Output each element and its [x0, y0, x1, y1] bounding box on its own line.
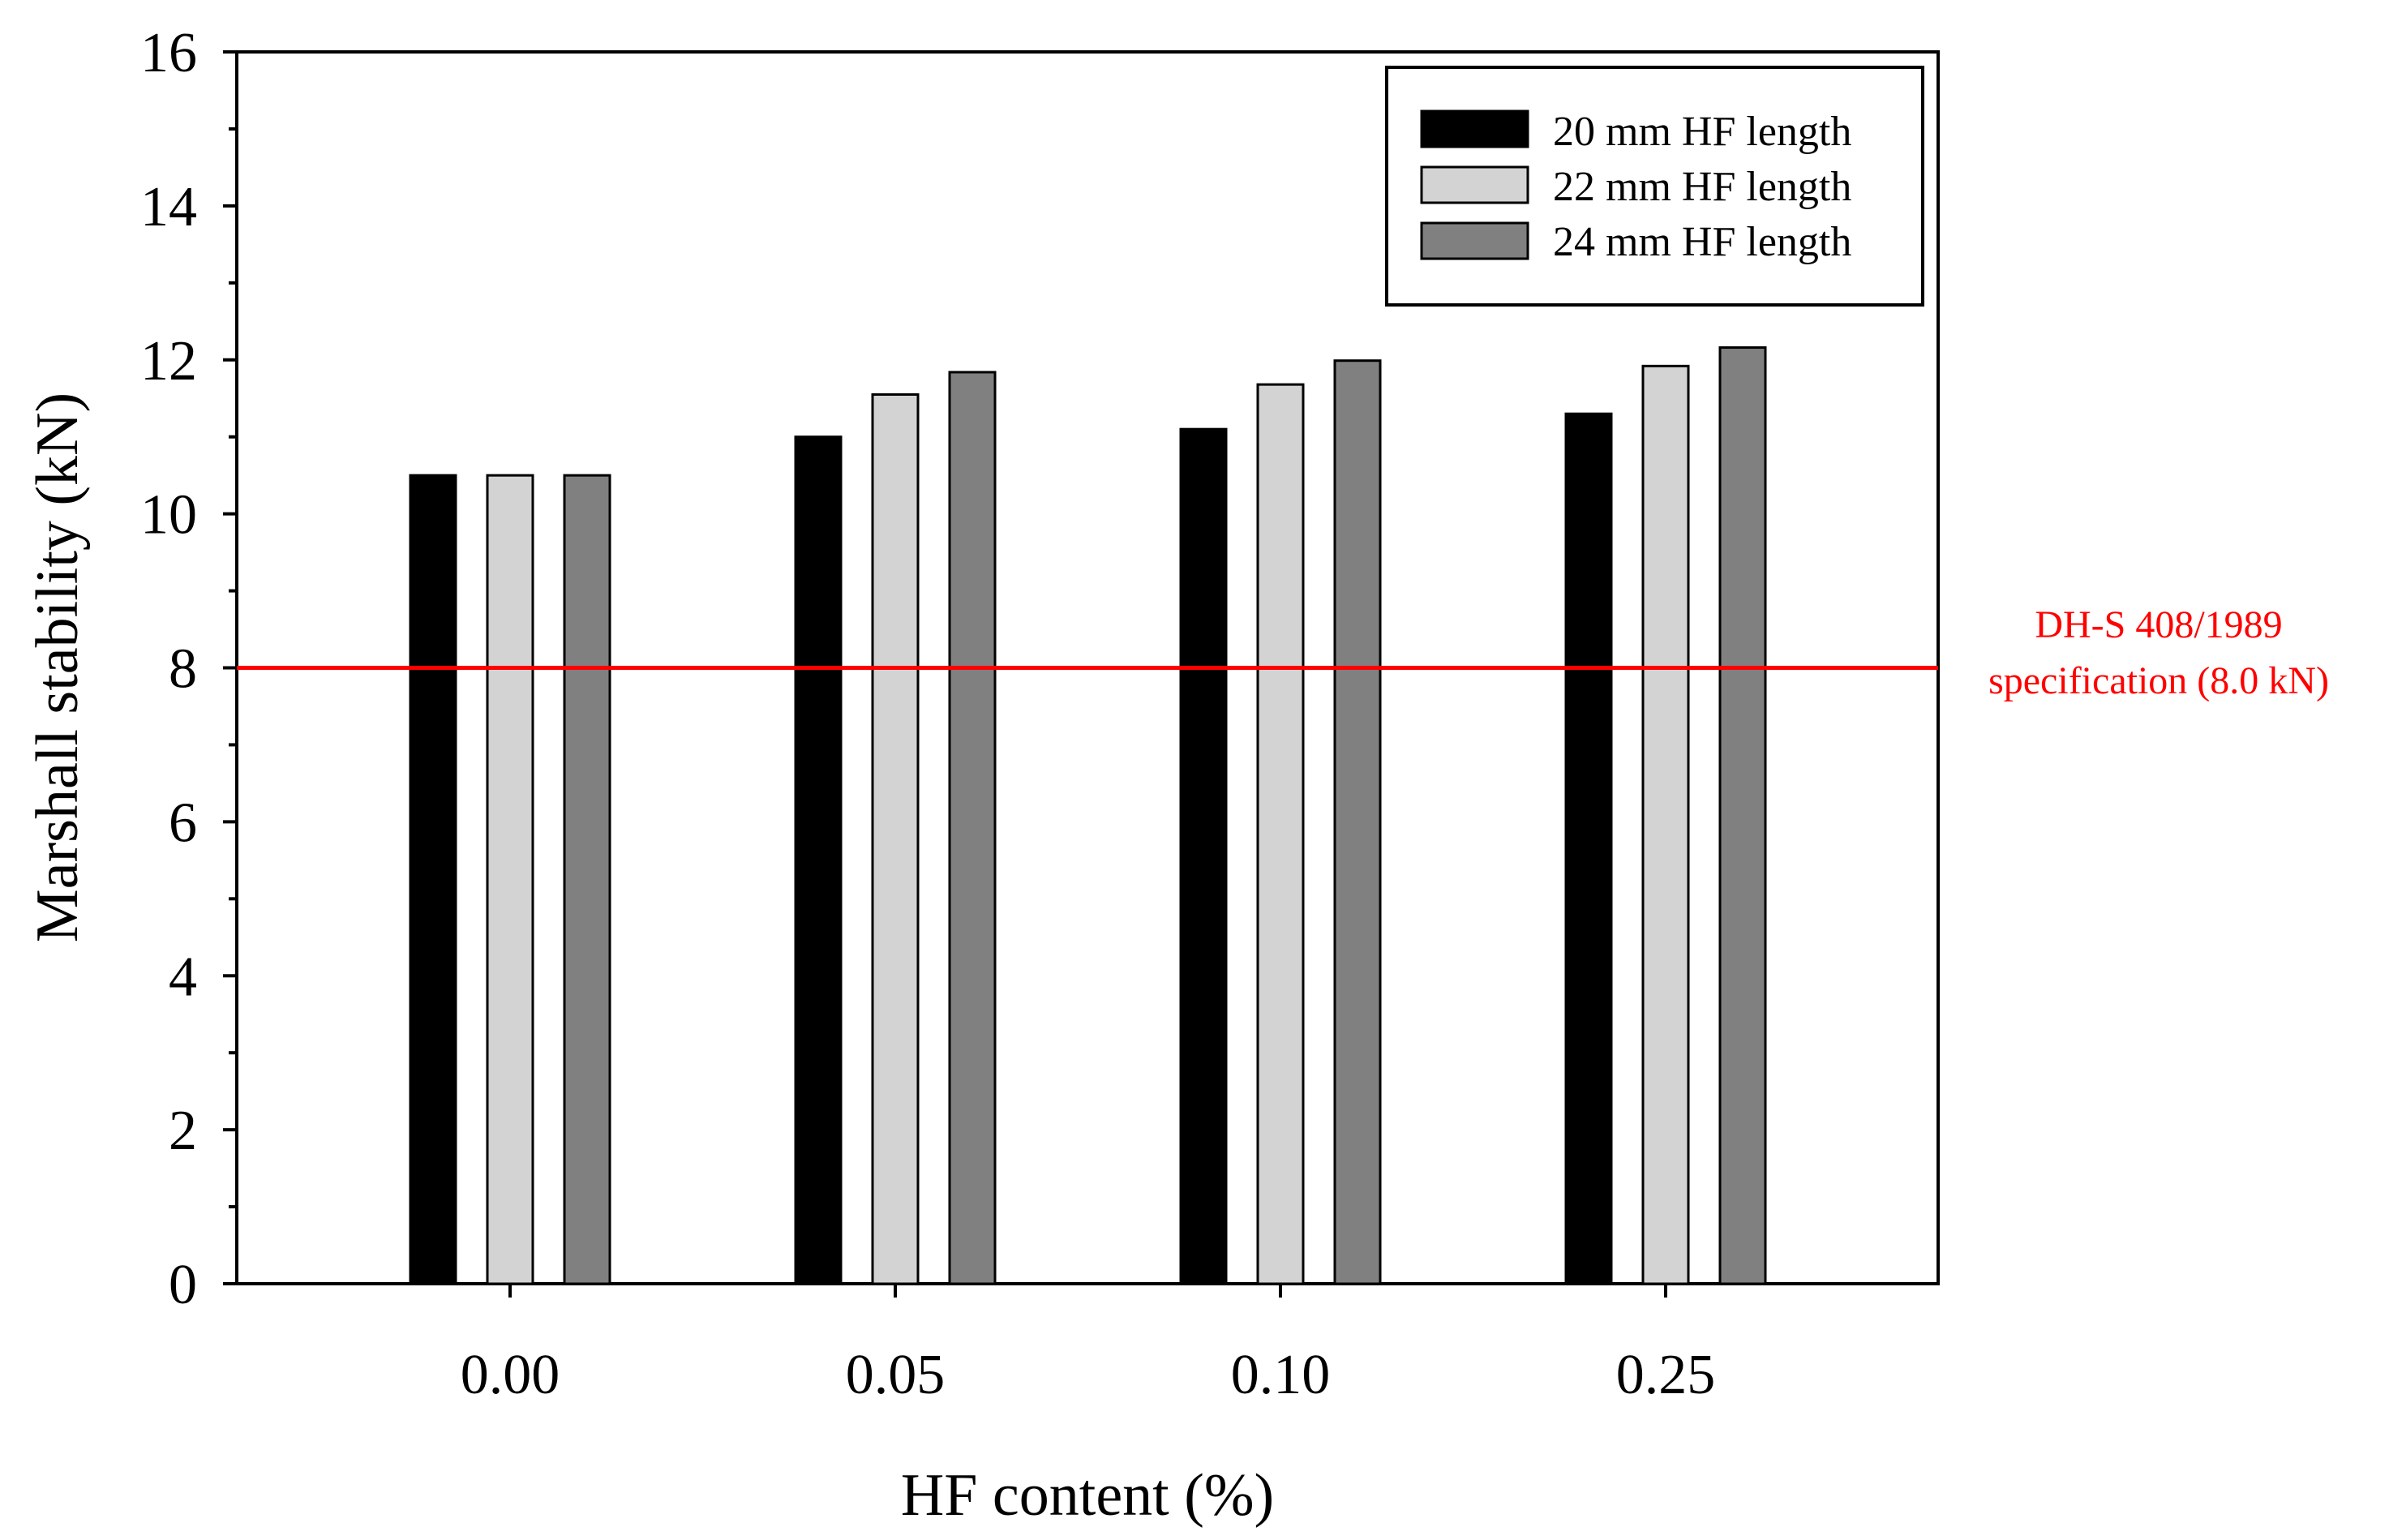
bar-22mm-0.25 — [1641, 364, 1690, 1285]
y-tick-label: 4 — [169, 946, 197, 1008]
y-tick-label: 0 — [169, 1254, 197, 1316]
y-tick-label: 10 — [140, 484, 197, 547]
bar-24mm-0.05 — [948, 371, 997, 1285]
legend-swatch-20mm — [1420, 109, 1529, 148]
x-tick-label: 0.00 — [461, 1344, 560, 1406]
legend-label-24mm: 24 mm HF length — [1553, 219, 1851, 265]
y-tick-label: 14 — [140, 176, 197, 238]
bar-24mm-0.10 — [1333, 359, 1382, 1285]
x-axis-title: HF content (%) — [901, 1462, 1274, 1529]
legend-swatch-22mm — [1420, 165, 1529, 204]
legend-swatch-24mm — [1420, 221, 1529, 260]
reference-line-label-line1: DH-S 408/1989 — [2035, 603, 2282, 646]
bars-group — [409, 346, 1767, 1285]
bar-22mm-0.10 — [1256, 383, 1305, 1285]
bar-22mm-0.05 — [871, 393, 920, 1285]
x-tick-label: 0.25 — [1616, 1344, 1716, 1406]
legend: 20 mm HF length 22 mm HF length 24 mm HF… — [1385, 66, 1924, 307]
bar-20mm-0.05 — [794, 435, 843, 1285]
bar-22mm-0.00 — [486, 474, 534, 1285]
y-tick-label: 2 — [169, 1100, 197, 1162]
y-tick-label: 6 — [169, 791, 197, 854]
y-tick-label: 8 — [169, 638, 197, 701]
x-axis-ticks: 0.00 0.05 0.10 0.25 — [461, 1284, 1716, 1406]
bar-24mm-0.25 — [1718, 346, 1767, 1285]
y-axis-ticks: 0 2 4 6 8 10 12 14 16 — [140, 22, 237, 1316]
bar-20mm-0.10 — [1179, 427, 1228, 1285]
reference-line-label-line2: specification (8.0 kN) — [1988, 659, 2329, 702]
bar-20mm-0.00 — [409, 474, 457, 1285]
y-tick-label: 12 — [140, 330, 197, 393]
y-tick-label: 16 — [140, 22, 197, 84]
y-axis-title: Marshall stability (kN) — [24, 393, 91, 942]
x-tick-label: 0.05 — [846, 1344, 946, 1406]
legend-label-20mm: 20 mm HF length — [1553, 109, 1851, 155]
bar-20mm-0.25 — [1564, 412, 1613, 1285]
legend-label-22mm: 22 mm HF length — [1553, 164, 1851, 210]
bar-24mm-0.00 — [563, 474, 611, 1285]
x-tick-label: 0.10 — [1231, 1344, 1331, 1406]
